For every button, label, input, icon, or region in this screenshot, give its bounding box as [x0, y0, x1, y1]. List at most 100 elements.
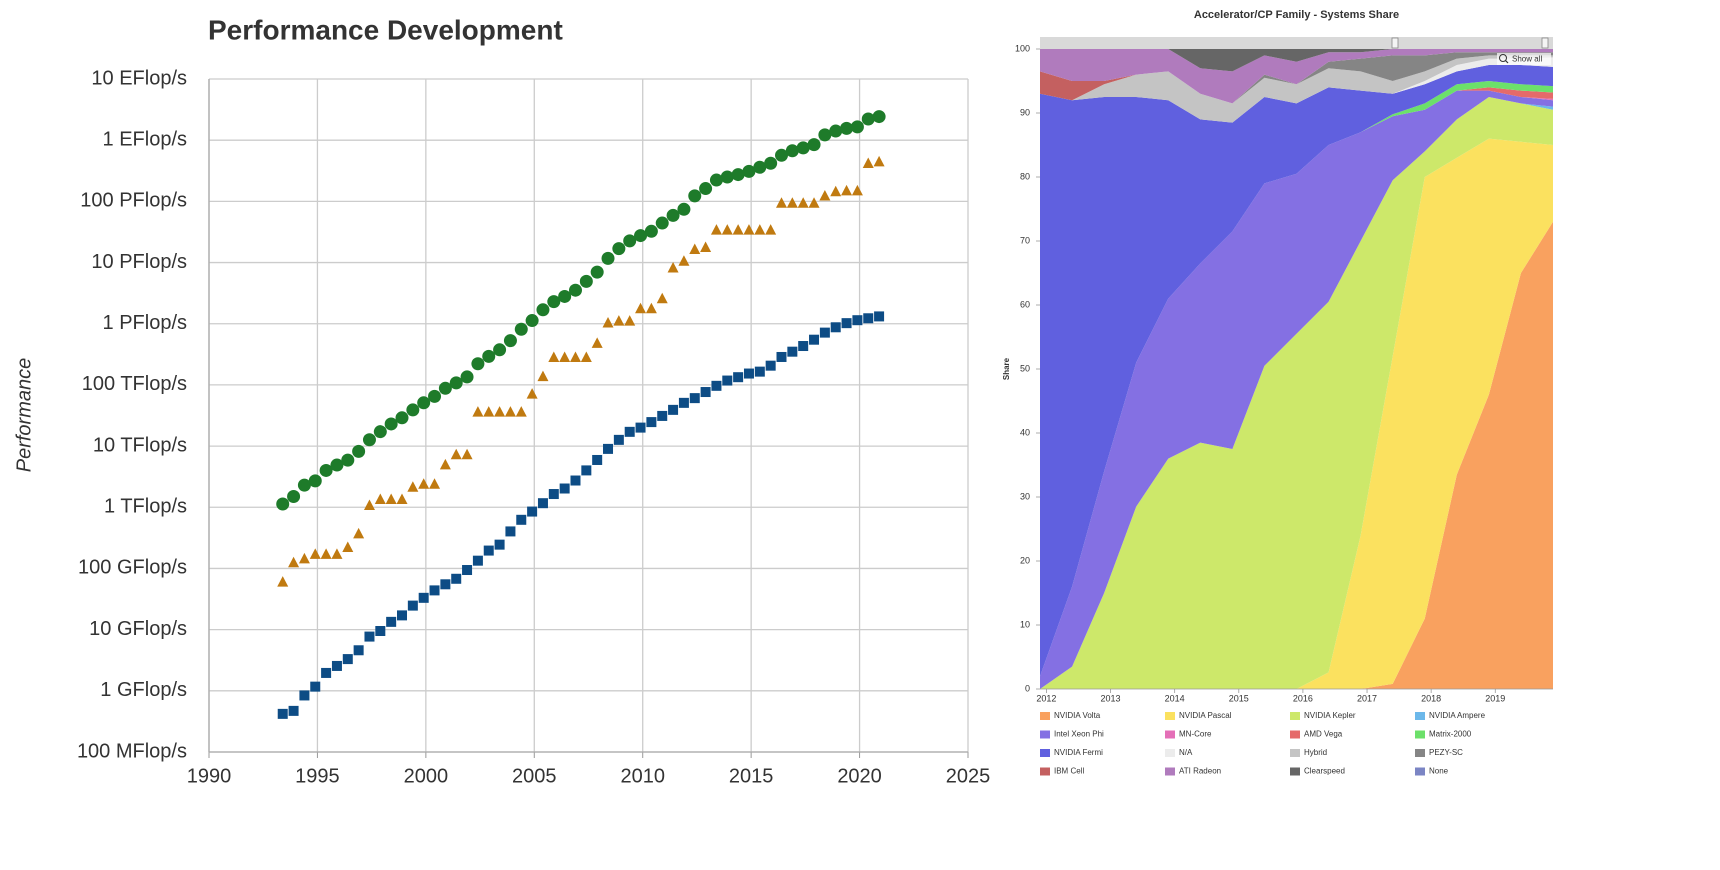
- show-all-label[interactable]: Show all: [1512, 55, 1542, 64]
- point: [829, 124, 843, 138]
- zoom-navigator[interactable]: [1040, 37, 1553, 49]
- point: [655, 216, 669, 230]
- legend-label[interactable]: ATI Radeon: [1179, 767, 1221, 776]
- legend-label[interactable]: IBM Cell: [1054, 767, 1084, 776]
- point: [418, 478, 430, 489]
- point: [483, 406, 495, 417]
- point: [287, 489, 301, 503]
- point: [840, 121, 854, 135]
- point: [787, 346, 798, 357]
- legend-label[interactable]: MN-Core: [1179, 730, 1212, 739]
- point: [375, 625, 386, 636]
- y-tick-label: 100 TFlop/s: [82, 373, 187, 395]
- legend-label[interactable]: N/A: [1179, 748, 1193, 757]
- legend-swatch[interactable]: [1290, 730, 1300, 739]
- legend-label[interactable]: NVIDIA Volta: [1054, 711, 1101, 720]
- legend-swatch[interactable]: [1415, 767, 1425, 776]
- legend-label[interactable]: Matrix-2000: [1429, 730, 1472, 739]
- point: [363, 499, 375, 511]
- legend-label[interactable]: None: [1429, 767, 1449, 776]
- point: [429, 585, 440, 596]
- point: [613, 315, 625, 326]
- point: [743, 224, 755, 235]
- legend-label[interactable]: PEZY-SC: [1429, 748, 1463, 757]
- point: [525, 314, 539, 328]
- point: [830, 322, 841, 333]
- point: [754, 224, 766, 235]
- y-tick-label: 60: [1020, 299, 1030, 309]
- legend-label[interactable]: AMD Vega: [1304, 730, 1343, 739]
- point: [776, 351, 787, 362]
- legend-swatch[interactable]: [1040, 730, 1050, 739]
- point: [309, 548, 321, 559]
- point: [494, 406, 506, 417]
- point: [461, 448, 473, 460]
- point: [733, 372, 744, 383]
- x-tick-label: 2013: [1101, 693, 1121, 703]
- legend-swatch[interactable]: [1165, 749, 1175, 757]
- legend-swatch[interactable]: [1165, 730, 1175, 739]
- y-tick-label: 70: [1020, 235, 1030, 245]
- point: [429, 478, 441, 489]
- point: [830, 185, 842, 197]
- point: [732, 224, 744, 235]
- legend-label[interactable]: Hybrid: [1304, 748, 1327, 757]
- point: [527, 506, 538, 517]
- y-tick-label: 100 PFlop/s: [80, 190, 187, 212]
- legend-swatch[interactable]: [1415, 730, 1425, 739]
- y-axis-title: Performance: [13, 358, 35, 473]
- point: [440, 579, 451, 590]
- legend-swatch[interactable]: [1165, 712, 1175, 720]
- point: [493, 343, 507, 357]
- legend-label[interactable]: NVIDIA Fermi: [1054, 748, 1103, 757]
- y-tick-label: 30: [1020, 491, 1030, 501]
- point: [591, 337, 603, 348]
- show-all-button[interactable]: Show all: [1497, 53, 1551, 65]
- x-tick-label: 2016: [1293, 693, 1313, 703]
- point: [331, 548, 343, 559]
- legend-label[interactable]: NVIDIA Kepler: [1304, 711, 1356, 720]
- point: [472, 406, 484, 417]
- point: [449, 376, 463, 390]
- point: [547, 295, 561, 309]
- point: [624, 426, 635, 437]
- legend-swatch[interactable]: [1415, 712, 1425, 720]
- point: [711, 380, 722, 391]
- point: [581, 465, 592, 476]
- legend-swatch[interactable]: [1290, 749, 1300, 757]
- zoom-icon-handle: [1505, 60, 1509, 64]
- legend-swatch[interactable]: [1040, 749, 1050, 757]
- legend-swatch[interactable]: [1290, 712, 1300, 720]
- zoom-handle-left[interactable]: [1391, 37, 1399, 49]
- point: [342, 654, 353, 665]
- legend-swatch[interactable]: [1040, 712, 1050, 720]
- legend-swatch[interactable]: [1290, 767, 1300, 776]
- area: [1040, 90, 1553, 690]
- point: [753, 160, 767, 174]
- area: [1040, 49, 1553, 72]
- zoom-handle-right[interactable]: [1541, 37, 1549, 49]
- point: [569, 351, 581, 362]
- legend-swatch[interactable]: [1415, 749, 1425, 757]
- point: [483, 545, 494, 556]
- legend-label[interactable]: Intel Xeon Phi: [1054, 730, 1104, 739]
- x-tick-label: 1990: [187, 765, 232, 787]
- point: [418, 592, 429, 603]
- point: [374, 493, 386, 505]
- point: [288, 556, 300, 568]
- point: [742, 164, 756, 178]
- point: [559, 483, 570, 494]
- y-tick-label: 10: [1020, 619, 1030, 629]
- point: [580, 351, 592, 362]
- legend-label[interactable]: Clearspeed: [1304, 767, 1345, 776]
- legend-label[interactable]: NVIDIA Pascal: [1179, 711, 1232, 720]
- legend-label[interactable]: NVIDIA Ampere: [1429, 711, 1486, 720]
- legend-swatch[interactable]: [1040, 767, 1050, 776]
- point: [482, 349, 496, 363]
- area: [1040, 55, 1553, 123]
- point: [807, 138, 821, 152]
- legend-swatch[interactable]: [1165, 767, 1175, 776]
- area: [1040, 221, 1553, 690]
- x-tick-label: 2000: [404, 765, 449, 787]
- point: [851, 184, 863, 196]
